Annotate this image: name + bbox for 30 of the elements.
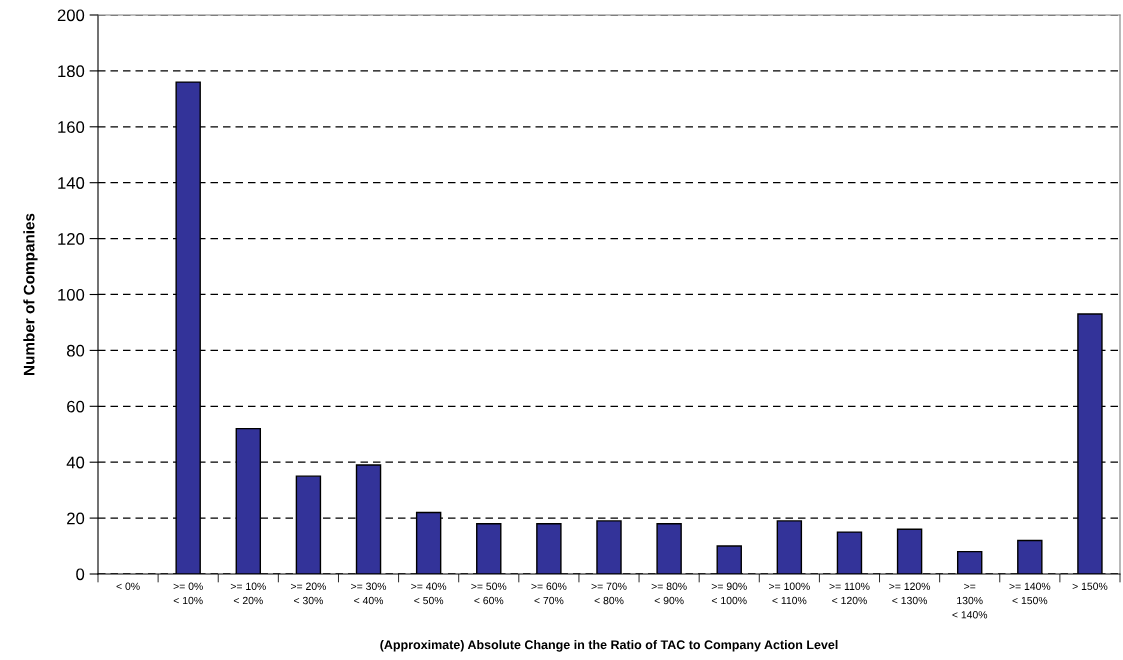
x-tick-label: >= 40% < 50% bbox=[411, 582, 447, 605]
x-tick-label: >= 10% < 20% bbox=[230, 582, 266, 605]
x-tick-label: >= 100% < 110% bbox=[769, 582, 810, 605]
x-tick-label: < 0% bbox=[116, 582, 140, 590]
y-tick-label: 200 bbox=[57, 9, 85, 22]
x-tick-label: > 150% bbox=[1072, 582, 1108, 590]
y-tick-label: 160 bbox=[58, 121, 85, 133]
x-tick-label: >= 120% < 130% bbox=[889, 582, 931, 605]
y-tick-label: 100 bbox=[58, 288, 85, 301]
y-tick-label: 20 bbox=[67, 512, 85, 525]
y-tick-label: 60 bbox=[67, 400, 85, 413]
y-tick-label: 80 bbox=[66, 344, 85, 357]
x-tick-label: >= 30% < 40% bbox=[351, 582, 387, 605]
x-tick-label: >= 140% < 150% bbox=[1009, 582, 1051, 605]
x-tick-label: >= 90% < 100% bbox=[711, 582, 747, 605]
x-tick-label: >= 80% < 90% bbox=[651, 582, 687, 605]
y-tick-label: 140 bbox=[58, 177, 85, 189]
x-tick-label: >= 130% < 140% bbox=[952, 583, 988, 619]
x-tick-label: >= 20% < 30% bbox=[290, 582, 326, 605]
y-axis-title: Number of Companies bbox=[23, 213, 38, 375]
x-tick-label: >= 70% < 80% bbox=[591, 582, 627, 605]
x-axis-title: (Approximate) Absolute Change in the Ratio of TAC to Company Action Level bbox=[380, 639, 838, 652]
x-tick-label: >= 0% < 10% bbox=[173, 582, 203, 605]
y-tick-label: 180 bbox=[58, 65, 85, 78]
x-tick-label: >= 50% < 60% bbox=[471, 582, 507, 605]
x-tick-label: >= 60% < 70% bbox=[531, 582, 567, 605]
y-tick-label: 120 bbox=[58, 233, 85, 245]
y-tick-label: 40 bbox=[66, 456, 85, 469]
x-tick-label: >= 110% < 120% bbox=[829, 582, 870, 605]
y-tick-label: 0 bbox=[76, 568, 85, 581]
